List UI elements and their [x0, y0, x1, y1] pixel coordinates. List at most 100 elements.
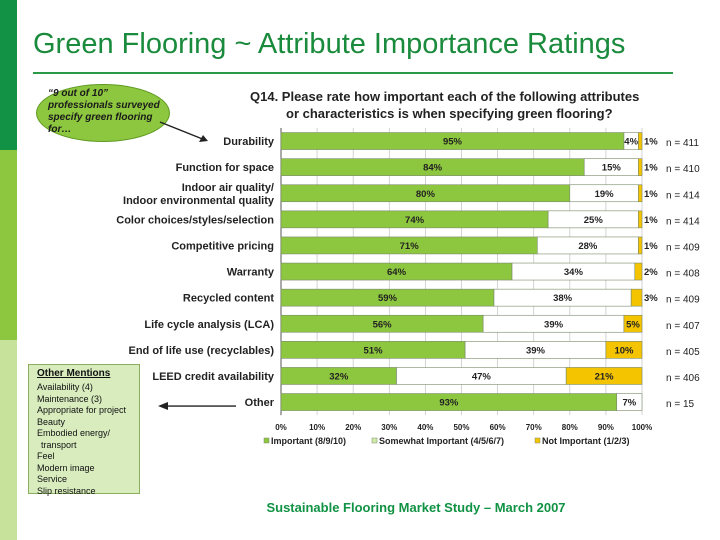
data-label: 84%	[423, 163, 443, 174]
legend-label: Not Important (1/2/3)	[542, 436, 630, 446]
data-label: 21%	[595, 371, 615, 382]
category-label: Function for space	[176, 162, 274, 174]
sample-size-label: n = 15	[666, 399, 695, 410]
category-label: Other	[245, 397, 275, 409]
data-label: 32%	[329, 371, 349, 382]
data-label: 93%	[439, 398, 459, 409]
data-label: 10%	[614, 345, 634, 356]
x-tick-label: 50%	[453, 423, 469, 432]
data-label: 7%	[622, 398, 636, 409]
sample-size-label: n = 406	[666, 373, 700, 384]
other-mention-item: Appropriate for project	[37, 405, 127, 415]
data-label: 71%	[400, 241, 420, 252]
data-label: 1%	[644, 241, 658, 252]
sample-size-label: n = 414	[666, 216, 700, 227]
legend-label: Important (8/9/10)	[271, 436, 346, 446]
other-mention-item: Embodied energy/	[37, 428, 111, 438]
x-tick-label: 20%	[345, 423, 361, 432]
other-mention-item: Availability (4)	[37, 382, 93, 392]
sidebar-decoration	[0, 0, 17, 540]
data-label: 15%	[602, 163, 622, 174]
data-label: 4%	[624, 137, 638, 148]
data-label: 28%	[578, 241, 598, 252]
bar-segment	[638, 184, 643, 203]
bar-segment	[630, 288, 643, 307]
other-mention-item: Modern image	[37, 462, 95, 473]
question-text: Q14. Please rate how important each of t…	[250, 88, 690, 122]
sidebar-band-dark	[0, 0, 17, 150]
bar-segment	[638, 132, 643, 150]
sidebar-band-mid	[0, 150, 17, 340]
data-label: 1%	[644, 163, 658, 174]
data-label: 5%	[626, 319, 640, 330]
x-tick-label: 60%	[490, 423, 506, 432]
sample-size-label: n = 410	[666, 164, 700, 175]
data-label: 34%	[564, 267, 584, 278]
legend-swatch	[263, 437, 270, 444]
category-label: LEED credit availability	[152, 371, 275, 383]
sample-size-label: n = 409	[666, 242, 700, 253]
sample-size-label: n = 408	[666, 269, 700, 280]
data-label: 3%	[644, 293, 658, 304]
data-label: 51%	[364, 345, 384, 356]
bar-segment	[634, 262, 643, 281]
data-label: 64%	[387, 267, 407, 278]
data-label: 1%	[644, 189, 658, 200]
x-tick-label: 70%	[526, 423, 542, 432]
category-label: Color choices/styles/selection	[116, 214, 274, 226]
other-mention-item: Beauty	[37, 416, 66, 427]
legend-swatch	[371, 437, 378, 444]
bar-segment	[638, 236, 643, 255]
sample-size-label: n = 411	[666, 138, 699, 149]
x-tick-label: 0%	[275, 423, 287, 432]
data-label: 1%	[644, 215, 658, 226]
other-mentions-arrowhead	[158, 402, 168, 411]
category-label: Competitive pricing	[171, 240, 274, 252]
title-rule	[33, 72, 673, 74]
other-mentions-box	[28, 364, 140, 494]
sample-size-label: n = 407	[666, 321, 700, 332]
data-label: 38%	[553, 293, 573, 304]
data-label: 2%	[644, 267, 658, 278]
category-label: Recycled content	[183, 293, 274, 305]
category-label: Indoor environmental quality	[123, 195, 275, 207]
data-label: 56%	[373, 319, 393, 330]
category-label: Indoor air quality/	[182, 182, 274, 194]
callout-arrow	[159, 121, 206, 141]
data-label: 95%	[443, 137, 463, 148]
data-label: 47%	[472, 371, 492, 382]
x-tick-label: 30%	[381, 423, 397, 432]
x-tick-label: 10%	[309, 423, 325, 432]
category-label: Warranty	[227, 267, 275, 279]
bar-segment	[605, 341, 643, 359]
other-mentions-title: Other Mentions	[37, 368, 111, 379]
x-tick-label: 90%	[598, 423, 614, 432]
other-mention-item: Slip resistance	[37, 485, 96, 496]
other-mention-item: Feel	[37, 451, 55, 461]
other-mention-item: Maintenance (3)	[37, 393, 103, 404]
data-label: 39%	[544, 319, 564, 330]
x-tick-label: 40%	[417, 423, 433, 432]
data-label: 25%	[584, 215, 604, 226]
x-tick-label: 80%	[562, 423, 578, 432]
category-label: Durability	[223, 136, 275, 148]
data-label: 1%	[644, 137, 658, 148]
data-label: 59%	[378, 293, 398, 304]
footer-text: Sustainable Flooring Market Study – Marc…	[266, 500, 566, 515]
bar-segment	[638, 158, 643, 176]
data-label: 39%	[526, 345, 546, 356]
data-label: 80%	[416, 189, 436, 200]
sample-size-label: n = 409	[666, 295, 700, 306]
slide-title: Green Flooring ~ Attribute Importance Ra…	[33, 28, 626, 60]
question-line-1: Q14. Please rate how important each of t…	[250, 89, 640, 104]
question-line-2: or characteristics is when specifying gr…	[286, 106, 613, 121]
other-mentions-list: Availability (4) Maintenance (3) Appropr…	[37, 382, 126, 497]
category-label: Life cycle analysis (LCA)	[144, 319, 274, 331]
data-label: 19%	[595, 189, 615, 200]
data-label: 74%	[405, 215, 425, 226]
sample-size-label: n = 405	[666, 347, 700, 358]
category-label: End of life use (recyclables)	[129, 345, 275, 357]
legend-label: Somewhat Important (4/5/6/7)	[379, 436, 504, 446]
other-mention-item: Service	[37, 474, 68, 484]
